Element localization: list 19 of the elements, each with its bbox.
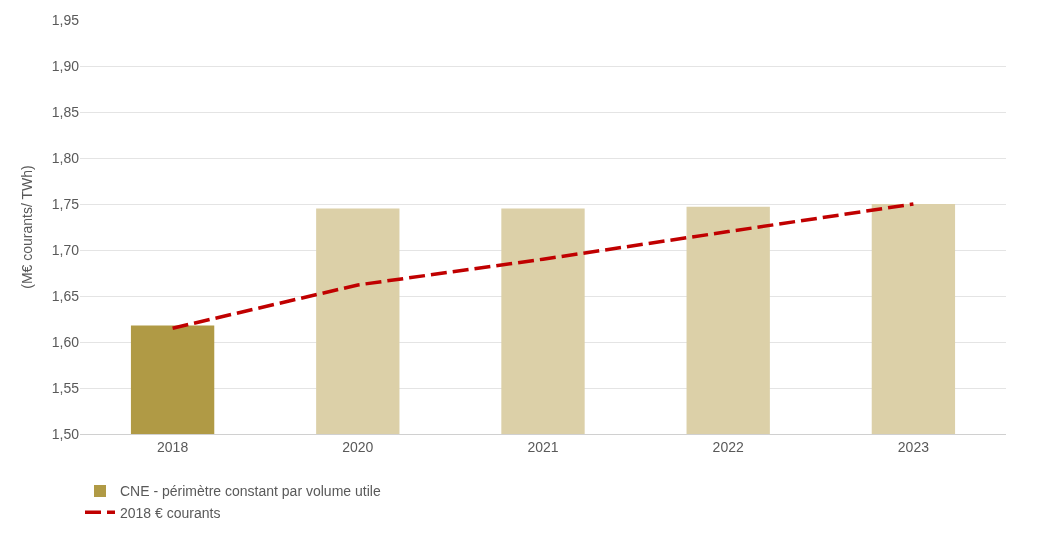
y-tick-label: 1,55 bbox=[51, 379, 80, 396]
y-tick-label: 1,70 bbox=[51, 241, 80, 258]
y-tick-label: 1,85 bbox=[51, 103, 80, 120]
y-tick-label: 1,90 bbox=[51, 57, 80, 74]
y-tick-label: 1,65 bbox=[51, 287, 80, 304]
y-axis-title: (M€ courants/ TWh) bbox=[19, 165, 36, 289]
y-tick-label: 1,60 bbox=[51, 333, 80, 350]
y-tick-label: 1,50 bbox=[51, 425, 80, 442]
x-tick-label: 2021 bbox=[527, 438, 559, 455]
legend-label: CNE - périmètre constant par volume utile bbox=[120, 483, 381, 500]
x-tick-label: 2023 bbox=[897, 438, 930, 455]
line-series bbox=[170, 202, 916, 330]
legend-label: 2018 € courants bbox=[120, 504, 221, 521]
y-tick-label: 1,95 bbox=[51, 11, 80, 28]
y-tick-label: 1,80 bbox=[51, 149, 80, 166]
y-tick-label: 1,75 bbox=[51, 195, 80, 212]
x-tick-label: 2018 bbox=[157, 438, 189, 455]
x-tick-label: 2020 bbox=[342, 438, 374, 455]
x-tick-label: 2022 bbox=[712, 438, 744, 455]
